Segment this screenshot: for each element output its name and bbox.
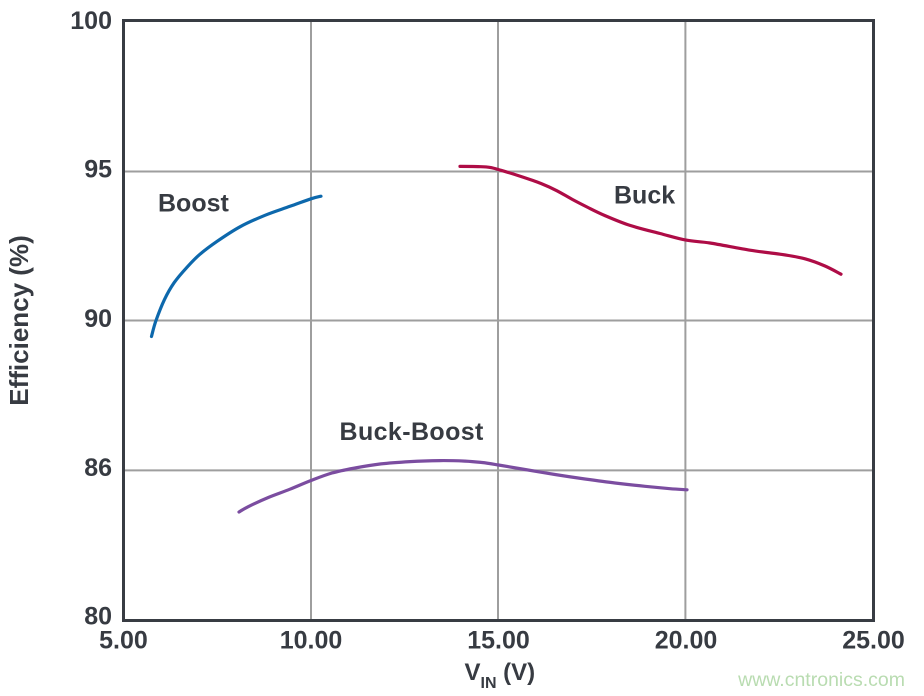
svg-text:25.00: 25.00 (842, 627, 905, 655)
svg-text:20.00: 20.00 (655, 627, 718, 655)
svg-text:80: 80 (84, 603, 112, 631)
svg-text:95: 95 (84, 156, 112, 184)
svg-text:5.00: 5.00 (99, 627, 148, 655)
svg-text:10.00: 10.00 (280, 627, 343, 655)
svg-text:Buck-Boost: Buck-Boost (340, 418, 485, 446)
svg-text:VIN (V): VIN (V) (465, 659, 536, 692)
svg-text:90: 90 (84, 305, 112, 333)
svg-text:www.cntronics.com: www.cntronics.com (737, 669, 905, 691)
svg-text:Boost: Boost (158, 190, 230, 218)
svg-text:86: 86 (84, 454, 112, 482)
svg-text:15.00: 15.00 (467, 627, 530, 655)
svg-text:Efficiency (%): Efficiency (%) (4, 235, 34, 406)
svg-text:Buck: Buck (614, 182, 675, 210)
svg-text:100: 100 (70, 7, 112, 35)
